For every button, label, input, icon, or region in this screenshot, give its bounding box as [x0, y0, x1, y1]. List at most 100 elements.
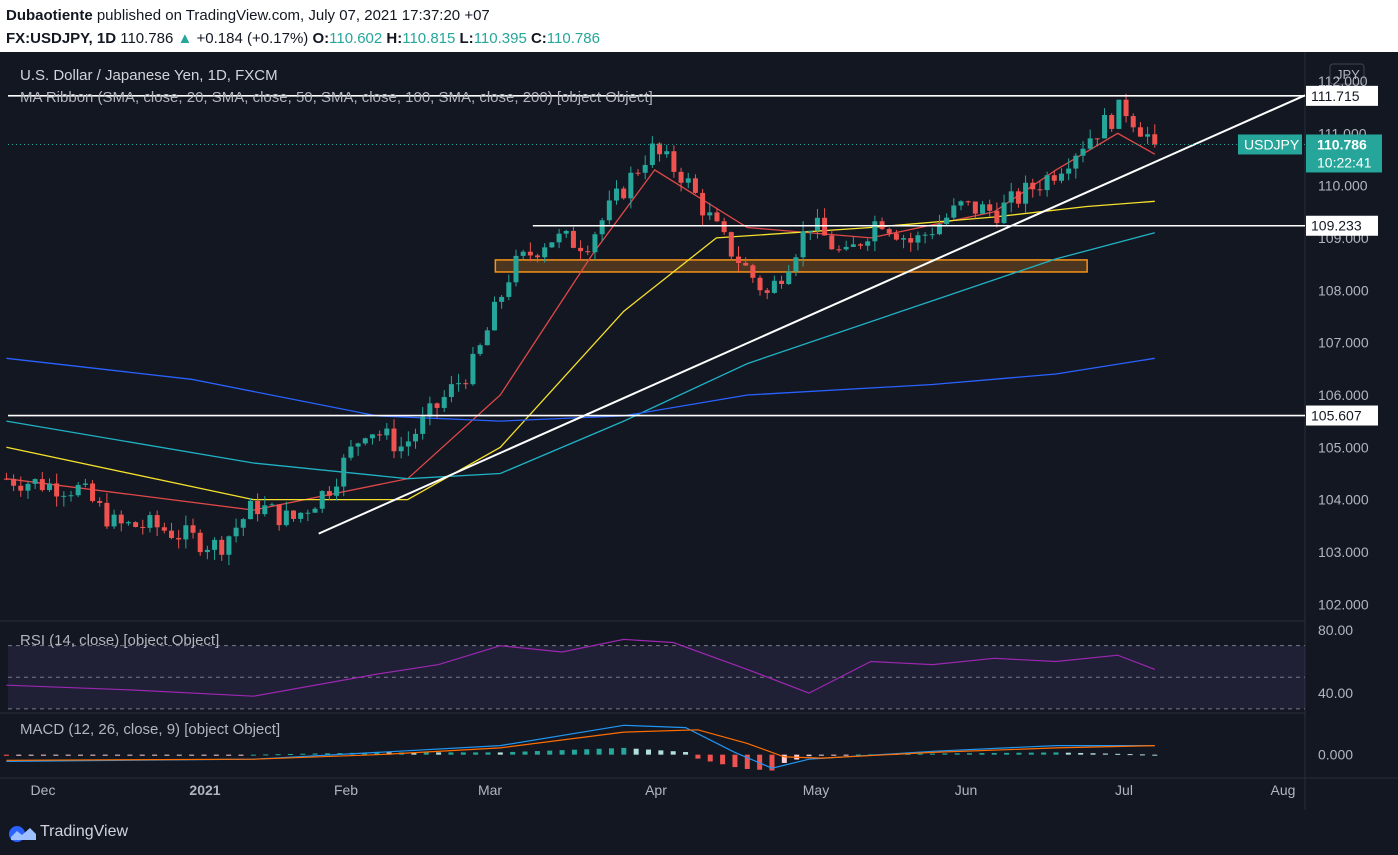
candle-body — [771, 280, 777, 293]
candle-body — [1058, 173, 1064, 181]
candle-body — [685, 178, 691, 183]
macd-histogram-bar — [53, 754, 59, 756]
candle-body — [247, 500, 253, 520]
macd-histogram-bar — [905, 753, 911, 755]
rsi-tick-label: 80.00 — [1318, 622, 1353, 638]
tradingview-brand[interactable]: TradingView — [40, 823, 129, 840]
level-price-tag — [1306, 85, 1378, 106]
macd-histogram-bar — [584, 749, 590, 755]
candle-body — [104, 502, 110, 527]
candle-body — [97, 501, 103, 503]
macd-histogram-bar — [40, 754, 46, 756]
candle-body — [1044, 175, 1050, 191]
author-name[interactable]: Dubaotiente — [6, 7, 93, 24]
candle-body — [441, 396, 447, 408]
time-tick-label: Feb — [334, 782, 358, 798]
candle-body — [721, 221, 727, 233]
candle-body — [814, 217, 820, 231]
macd-histogram-bar — [275, 754, 281, 756]
candle-body — [154, 515, 160, 528]
candle-body — [118, 514, 124, 524]
sma-line — [6, 357, 1155, 422]
candle-body — [578, 247, 584, 252]
candle-body — [786, 271, 792, 285]
time-tick-label: Aug — [1271, 782, 1296, 798]
candle-body — [190, 525, 196, 533]
close-value: 110.786 — [546, 30, 600, 47]
candle-body — [334, 486, 340, 496]
candle-body — [1152, 134, 1158, 145]
candle-body — [850, 244, 856, 247]
macd-legend[interactable]: MACD (12, 26, close, 9) [object Object] — [20, 721, 281, 738]
macd-histogram-bar — [226, 754, 232, 756]
macd-histogram-bar — [1028, 752, 1034, 755]
candle-body — [843, 246, 849, 250]
macd-histogram-bar — [436, 752, 442, 755]
macd-histogram-bar — [1004, 752, 1010, 755]
macd-histogram-bar — [115, 754, 121, 756]
candle-body — [477, 345, 483, 354]
candle-body — [90, 483, 96, 502]
macd-histogram-bar — [374, 752, 380, 755]
macd-histogram-bar — [608, 748, 614, 755]
candle-body — [1030, 182, 1036, 190]
candle-body — [872, 221, 878, 242]
macd-histogram-bar — [497, 752, 503, 755]
candle-body — [384, 428, 390, 436]
symbol-label: FX:USDJPY, 1D — [6, 30, 117, 47]
macd-histogram-bar — [16, 754, 22, 756]
rsi-legend[interactable]: RSI (14, close) [object Object] — [20, 632, 220, 649]
macd-histogram-bar — [1115, 753, 1121, 755]
candle-body — [405, 441, 411, 447]
macd-histogram-bar — [621, 747, 627, 755]
candle-body — [398, 446, 404, 452]
candle-body — [1080, 148, 1086, 156]
macd-histogram-bar — [806, 754, 812, 757]
chart-canvas[interactable]: JPY112.000111.000110.000109.000108.00010… — [0, 52, 1398, 820]
open-label: O: — [312, 30, 330, 47]
currency-label: JPY — [1336, 67, 1360, 82]
macd-histogram-bar — [90, 754, 96, 756]
macd-histogram-bar — [139, 754, 145, 756]
macd-histogram-bar — [1065, 752, 1071, 755]
candle-body — [908, 238, 914, 243]
macd-histogram-bar — [534, 751, 540, 755]
candle-body — [262, 505, 268, 515]
macd-histogram-bar — [917, 753, 923, 755]
support-zone — [494, 259, 1088, 273]
candle-body — [793, 257, 799, 272]
candle-body — [75, 484, 81, 496]
candle-body — [362, 438, 368, 444]
candle-body — [958, 201, 964, 206]
candle-body — [1137, 127, 1143, 137]
candle-body — [233, 527, 239, 537]
candle-body — [965, 201, 971, 203]
candle-body — [448, 384, 454, 397]
candle-body — [613, 188, 619, 201]
candle-body — [1102, 114, 1108, 139]
macd-histogram-bar — [78, 754, 84, 756]
candle-body — [527, 251, 533, 256]
candle-body — [865, 241, 871, 246]
candle-body — [305, 512, 311, 514]
symbol-tag-box — [1238, 134, 1302, 155]
price-tick-label: 105.000 — [1318, 439, 1369, 455]
candle-body — [1008, 191, 1014, 203]
price-tick-label: 106.000 — [1318, 387, 1369, 403]
candle-body — [1109, 114, 1115, 129]
macd-histogram-bar — [695, 754, 701, 759]
candle-body — [901, 238, 907, 240]
candle-body — [54, 483, 60, 497]
candle-body — [649, 143, 655, 165]
macd-line — [6, 724, 1155, 769]
low-value: 110.395 — [473, 30, 527, 47]
price-tick-label: 112.000 — [1318, 73, 1368, 89]
ma-ribbon-legend[interactable]: MA Ribbon (SMA, close, 20, SMA, close, 5… — [20, 89, 653, 106]
level-price-tag — [1306, 405, 1378, 426]
candle-body — [1066, 168, 1072, 174]
candle-body — [46, 483, 52, 491]
macd-histogram-bar — [855, 754, 861, 756]
candle-body — [556, 233, 562, 243]
macd-histogram-bar — [571, 749, 577, 755]
macd-histogram-bar — [460, 752, 466, 755]
